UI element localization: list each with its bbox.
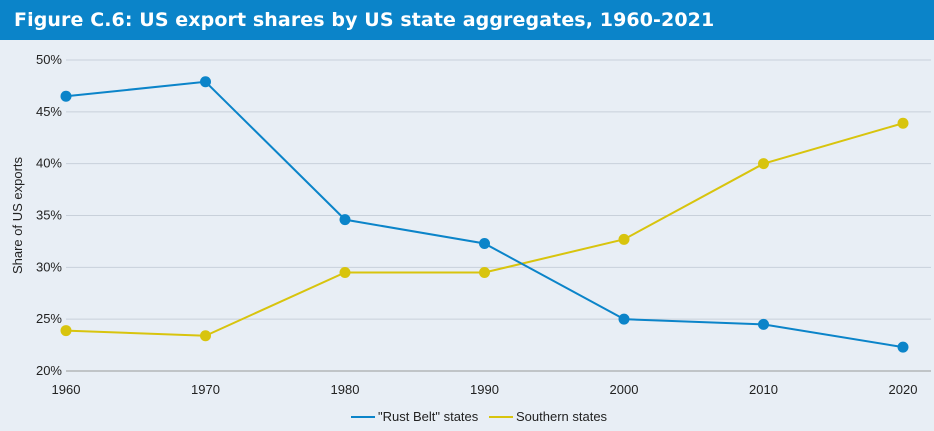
data-point	[200, 76, 211, 88]
legend-label: Southern states	[516, 409, 608, 424]
data-point	[200, 330, 211, 342]
x-tick-label: 1980	[331, 382, 360, 397]
series-layer	[60, 76, 909, 353]
y-axis-ticks: 20% 25% 30% 35% 40% 45% 50%	[36, 52, 62, 378]
data-point	[339, 214, 351, 226]
x-tick-label: 1990	[470, 382, 499, 397]
x-tick-label: 1970	[191, 382, 220, 397]
y-tick-label: 50%	[36, 52, 62, 67]
legend: "Rust Belt" states Southern states	[351, 409, 608, 424]
x-tick-label: 1960	[52, 382, 81, 397]
data-point	[339, 267, 351, 279]
legend-label: "Rust Belt" states	[378, 409, 479, 424]
y-tick-label: 30%	[36, 259, 62, 274]
chart-title: Figure C.6: US export shares by US state…	[0, 0, 934, 40]
data-point	[60, 325, 72, 337]
data-point	[758, 158, 769, 170]
series-0	[60, 76, 909, 353]
series-line	[65, 122, 904, 337]
data-point	[897, 117, 909, 129]
data-point	[618, 233, 630, 245]
grid-lines	[66, 59, 931, 372]
data-point	[479, 267, 490, 279]
y-axis-title: Share of US exports	[10, 156, 25, 274]
series-1	[60, 117, 909, 342]
y-tick-label: 20%	[36, 363, 62, 378]
line-chart: 20% 25% 30% 35% 40% 45% 50% 1960 1970 1980 1990 20…	[10, 52, 931, 424]
data-point	[479, 237, 490, 249]
y-tick-label: 35%	[36, 208, 62, 223]
y-tick-label: 25%	[36, 311, 62, 326]
y-tick-label: 45%	[36, 104, 62, 119]
x-tick-label: 2010	[749, 382, 778, 397]
data-point	[618, 313, 630, 325]
series-line	[65, 80, 904, 349]
y-tick-label: 40%	[36, 156, 62, 171]
data-point	[60, 90, 72, 102]
data-point	[758, 318, 769, 330]
x-tick-label: 2020	[889, 382, 918, 397]
data-point	[897, 341, 909, 353]
x-axis-ticks: 1960 1970 1980 1990 2000 2010 2020	[52, 382, 918, 397]
x-tick-label: 2000	[610, 382, 639, 397]
